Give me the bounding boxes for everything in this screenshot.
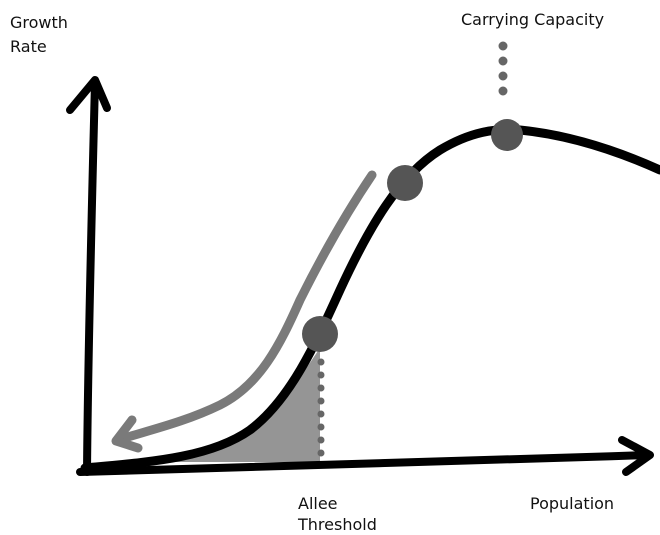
- y-axis-label: Rate: [10, 37, 47, 56]
- x-axis-label: Population: [530, 494, 614, 513]
- y-axis: [83, 78, 99, 476]
- gray-arrow: [113, 170, 377, 445]
- capacity-point: [491, 119, 523, 151]
- x-axis-arrow-head: [618, 436, 654, 476]
- gray-arrow-head: [111, 415, 143, 453]
- allee-shaded-area: [170, 348, 320, 462]
- carrying-capacity-label: Carrying Capacity: [461, 10, 604, 29]
- mid-point: [387, 165, 423, 201]
- x-axis: [76, 451, 652, 476]
- allee-threshold-label: Allee: [298, 494, 338, 513]
- y-axis-label: Growth: [10, 13, 68, 32]
- y-axis-arrow-head: [66, 76, 111, 114]
- growth-curve: [80, 125, 660, 473]
- allee-threshold-label: Threshold: [297, 515, 377, 534]
- allee-point: [302, 316, 338, 352]
